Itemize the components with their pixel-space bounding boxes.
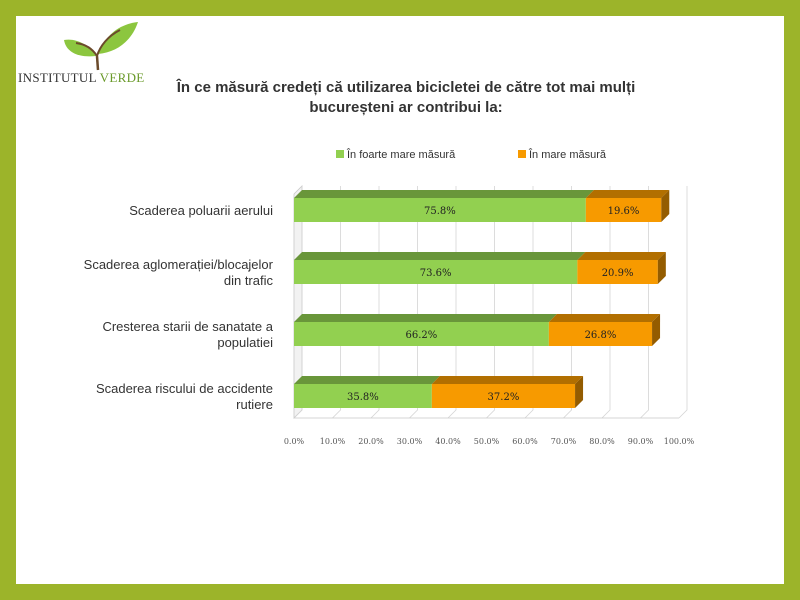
chart-title-line-2: bucureșteni ar contribui la: (309, 99, 503, 116)
x-tick-label: 90.0% (628, 437, 654, 446)
x-tick-label: 30.0% (397, 437, 423, 446)
logo-word-1: INSTITUTUL (18, 70, 97, 85)
bar-segment (577, 260, 658, 284)
bar-segment (294, 322, 549, 346)
chart-title: În ce măsură credeți că utilizarea bicic… (126, 78, 686, 118)
gridline (678, 186, 688, 419)
legend-label: În foarte mare măsură (346, 148, 456, 161)
category-label: rutiere (236, 397, 273, 412)
x-tick-label: 10.0% (320, 437, 346, 446)
bar-top-face (294, 314, 557, 322)
x-tick-label: 0.0% (284, 437, 305, 446)
data-label: 66.2% (406, 330, 438, 341)
bar-segment (548, 322, 653, 346)
bar-segment (585, 198, 662, 222)
bar-top-face (294, 190, 594, 198)
bar-top-face (294, 252, 586, 260)
bar-top-face (548, 314, 661, 322)
chart-title-line-1: În ce măsură credeți că utilizarea bicic… (176, 79, 636, 96)
leaf-icon (64, 22, 138, 71)
x-tick-label: 70.0% (551, 437, 577, 446)
bar-side-face (661, 190, 670, 222)
data-label: 75.8% (424, 206, 456, 217)
data-label: 37.2% (488, 392, 520, 403)
x-tick-label: 40.0% (435, 437, 461, 446)
data-label: 35.8% (347, 392, 379, 403)
category-label: Cresterea starii de sanatate a (102, 319, 273, 334)
x-tick-label: 100.0% (664, 437, 695, 446)
institutul-verde-logo: INSTITUTUL VERDE (16, 16, 166, 96)
bar-segment (294, 198, 586, 222)
category-label: Scaderea poluarii aerului (129, 203, 273, 218)
category-label: Scaderea aglomerației/blocajelor (84, 257, 274, 272)
data-label: 26.8% (585, 330, 617, 341)
bar-segment (431, 384, 576, 408)
category-label: Scaderea riscului de accidente (96, 381, 273, 396)
bar-side-face (575, 376, 584, 408)
bar-top-face (577, 252, 666, 260)
x-tick-label: 20.0% (358, 437, 384, 446)
x-tick-label: 80.0% (589, 437, 615, 446)
data-label: 19.6% (608, 206, 640, 217)
category-label: populatiei (217, 335, 273, 350)
legend-label: În mare măsură (528, 148, 607, 161)
bar-top-face (294, 376, 440, 384)
bar-side-face (657, 252, 666, 284)
x-tick-label: 60.0% (512, 437, 538, 446)
data-label: 20.9% (602, 268, 634, 279)
logo-word-2: VERDE (99, 70, 145, 85)
stacked-bar-chart: 0.0% 10.0% 20.0% 30.0% 40.0% 50.0% 60.0% 70.0% 8… (84, 148, 695, 446)
bar-segment (294, 384, 432, 408)
slide: INSTITUTUL VERDE În ce măsură credeți că… (16, 16, 784, 584)
legend-swatch (518, 150, 526, 158)
bar-side-face (652, 314, 661, 346)
bar-top-face (431, 376, 584, 384)
bar-segment (294, 260, 578, 284)
x-tick-label: 50.0% (474, 437, 500, 446)
legend-swatch (336, 150, 344, 158)
logo-wordmark: INSTITUTUL VERDE (18, 70, 145, 86)
data-label: 73.6% (420, 268, 452, 279)
bar-top-face (585, 190, 670, 198)
category-label: din trafic (224, 273, 274, 288)
